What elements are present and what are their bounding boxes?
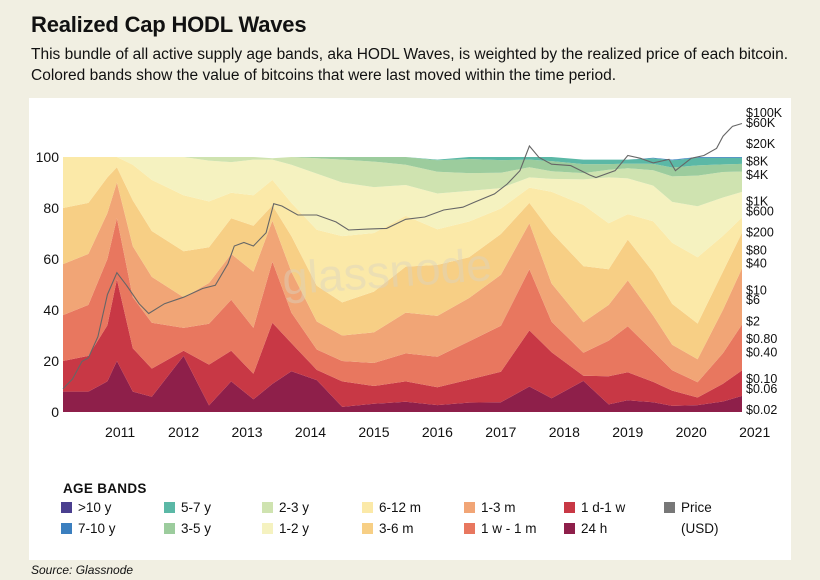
legend-swatch — [362, 523, 373, 534]
legend-swatch — [61, 523, 72, 534]
legend-swatch — [464, 502, 475, 513]
legend-item: 1 d-1 w — [564, 500, 625, 515]
left-axis: 0 20 40 60 80 100 — [36, 149, 60, 420]
right-tick-label: $0.40 — [746, 345, 777, 359]
chart-subtitle: This bundle of all active supply age ban… — [31, 46, 789, 84]
band-3-6-m — [63, 167, 742, 360]
legend-item: (USD) — [664, 521, 719, 536]
legend-swatch — [564, 523, 575, 534]
x-tick-label: 2018 — [549, 424, 580, 440]
right-tick-label: $100K — [746, 106, 783, 120]
legend-label: 1 d-1 w — [581, 500, 626, 515]
band-5-7-y — [63, 157, 742, 168]
legend-swatch — [664, 502, 675, 513]
legend-label: 24 h — [581, 521, 608, 536]
band-1-d-1-w — [63, 279, 742, 407]
right-tick-label: $8K — [746, 155, 769, 169]
right-tick-label: $0.80 — [746, 332, 777, 346]
x-tick-label: 2012 — [168, 424, 199, 440]
right-tick-label: $0.10 — [746, 372, 777, 386]
right-tick-label: $10 — [746, 283, 767, 297]
legend-item: Price — [664, 500, 712, 515]
band-1-w-1-m — [63, 218, 742, 398]
legend-item: 2-3 y — [262, 500, 309, 515]
right-tick-label: $60K — [746, 116, 776, 130]
legend-swatch — [164, 523, 175, 534]
legend-item: 6-12 m — [362, 500, 421, 515]
x-tick-label: 2017 — [485, 424, 516, 440]
legend-item: >10 y — [61, 500, 111, 515]
band-24-h — [63, 355, 742, 412]
legend-swatch — [564, 502, 575, 513]
legend-label: 2-3 y — [279, 500, 310, 515]
legend-swatch — [464, 523, 475, 534]
legend-swatch — [61, 502, 72, 513]
band-1-2-y — [63, 157, 742, 258]
legend-label: 3-6 m — [379, 521, 414, 536]
legend-swatch — [262, 502, 273, 513]
legend-swatch — [362, 502, 373, 513]
x-tick-label: 2013 — [231, 424, 262, 440]
band-7-10-y — [63, 157, 742, 161]
age-band-areas — [63, 157, 742, 412]
right-tick-label: $40 — [746, 257, 767, 271]
left-tick-label: 100 — [36, 149, 60, 165]
right-tick-label: $80 — [746, 243, 767, 257]
legend-label: 5-7 y — [181, 500, 212, 515]
legend: >10 y 7-10 y 5-7 y 3-5 y 2-3 y 1-2 y 6-12 m 3-6… — [61, 500, 761, 542]
x-tick-label: 2020 — [676, 424, 707, 440]
left-tick-label: 20 — [43, 353, 59, 369]
legend-label: 1 w - 1 m — [481, 521, 537, 536]
x-tick-label: 2014 — [295, 424, 326, 440]
left-tick-label: 40 — [43, 302, 59, 318]
price-line — [62, 122, 743, 390]
legend-label: (USD) — [681, 521, 719, 536]
legend-swatch — [164, 502, 175, 513]
legend-item: 5-7 y — [164, 500, 211, 515]
left-tick-label: 0 — [51, 404, 59, 420]
band-3-5-y — [63, 157, 742, 177]
x-tick-label: 2019 — [612, 424, 643, 440]
right-tick-label: $4K — [746, 168, 769, 182]
legend-label: >10 y — [78, 500, 112, 515]
right-tick-label: $6 — [746, 293, 760, 307]
legend-label: 7-10 y — [78, 521, 116, 536]
legend-item: 1-2 y — [262, 521, 309, 536]
right-tick-label: $0.06 — [746, 382, 777, 396]
legend-label: 1-3 m — [481, 500, 516, 515]
legend-item: 3-5 y — [164, 521, 211, 536]
legend-swatch — [664, 523, 675, 534]
x-axis: 2011 2012 2013 2014 2015 2016 2017 2018 2019 2020… — [105, 424, 770, 440]
right-tick-label: $600 — [746, 205, 774, 219]
source-note: Source: Glassnode — [31, 563, 134, 577]
legend-label: 6-12 m — [379, 500, 422, 515]
x-tick-label: 2015 — [358, 424, 389, 440]
legend-item: 7-10 y — [61, 521, 116, 536]
right-axis: $100K$60K$20K$8K$4K$1K$600$200$80$40$10$… — [746, 106, 783, 417]
x-tick-label: 2011 — [105, 424, 135, 440]
band-6-12-m — [63, 157, 742, 324]
left-tick-label: 80 — [43, 200, 59, 216]
legend-label: Price — [681, 500, 712, 515]
legend-label: 1-2 y — [279, 521, 310, 536]
legend-item: 1-3 m — [464, 500, 516, 515]
legend-item: 24 h — [564, 521, 607, 536]
chart-title: Realized Cap HODL Waves — [31, 12, 307, 37]
legend-label: 3-5 y — [181, 521, 212, 536]
legend-title: AGE BANDS — [63, 481, 147, 496]
legend-item: 3-6 m — [362, 521, 414, 536]
legend-item: 1 w - 1 m — [464, 521, 537, 536]
right-tick-label: $0.02 — [746, 403, 777, 417]
right-tick-label: $2 — [746, 314, 760, 328]
left-tick-label: 60 — [43, 251, 59, 267]
x-tick-label: 2021 — [739, 424, 770, 440]
band-2-3-y — [63, 157, 742, 207]
right-tick-label: $1K — [746, 195, 769, 209]
x-tick-label: 2016 — [422, 424, 453, 440]
right-tick-label: $20K — [746, 137, 776, 151]
band-1-3-m — [63, 182, 742, 383]
right-tick-label: $200 — [746, 226, 774, 240]
legend-swatch — [262, 523, 273, 534]
